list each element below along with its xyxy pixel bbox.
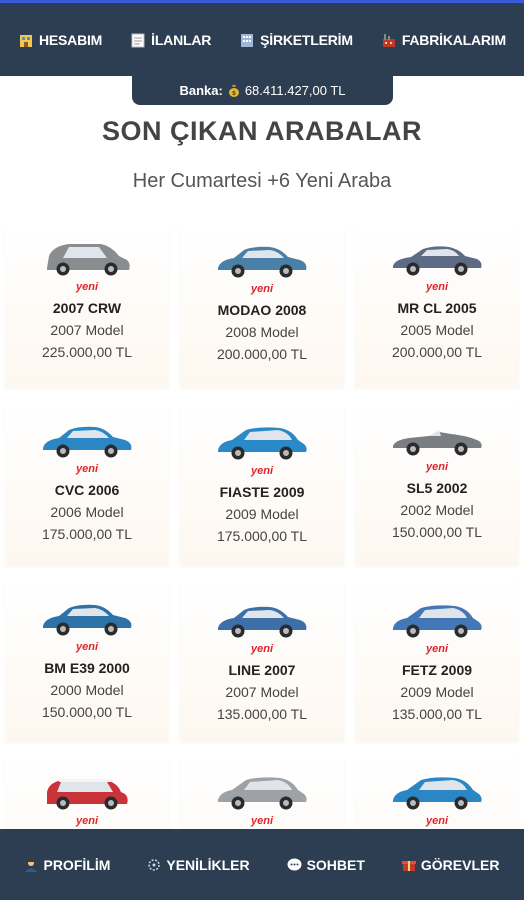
nav-gorevler[interactable]: GÖREVLER [401,856,500,873]
car-card[interactable]: yeni SL5 2002 2002 Model 150.000,00 TL [355,406,519,566]
new-badge: yeni [425,815,448,827]
car-image [218,777,307,810]
new-badge: yeni [75,463,98,475]
car-name: 2007 CRW [52,300,122,316]
car-name: FIASTE 2009 [219,484,305,500]
nav-yenilikler-label: YENİLİKLER [166,856,250,873]
new-badge: yeni [425,281,448,293]
car-image [43,604,132,636]
car-image [393,246,482,276]
nav-gorevler-label: GÖREVLER [420,856,500,873]
car-price: 150.000,00 TL [391,524,483,540]
nav-profilim-label: PROFİLİM [43,856,111,873]
car-price: 135.000,00 TL [391,706,483,722]
new-badge: yeni [425,461,448,473]
new-badge: yeni [75,281,98,293]
car-name: MR CL 2005 [397,300,477,316]
nav-sirketlerim-label: ŞİRKETLERİM [260,31,353,48]
nav-sohbet[interactable]: SOHBET [287,857,365,873]
car-model: 2008 Model [225,324,299,340]
bank-amount: 68.411.427,00 TL [244,82,346,98]
car-card[interactable]: yeni LINE 2007 2007 Model 135.000,00 TL [180,582,344,742]
car-name: LINE 2007 [228,662,296,678]
car-card[interactable]: yeni CVC 2006 2006 Model 175.000,00 TL [5,406,169,566]
car-image [393,605,482,638]
car-image [47,244,130,276]
nav-ilanlar[interactable]: İLANLAR [130,32,211,48]
nav-yenilikler[interactable]: YENİLİKLER [147,856,250,873]
car-price: 200.000,00 TL [216,346,308,362]
new-badge: yeni [250,643,273,655]
car-card[interactable]: yeni 2007 CRW 2007 Model 225.000,00 TL [5,228,169,388]
gift-icon [401,860,416,871]
car-name: SL5 2002 [406,480,468,496]
car-model: 2000 Model [50,682,124,698]
car-name: BM E39 2000 [44,660,130,676]
top-navigation: HESABIM İLANLAR ŞİRKETLERİM FABRİKALARIM [0,0,524,76]
car-name: FETZ 2009 [401,662,473,678]
car-model: 2009 Model [400,684,474,700]
car-model: 2007 Model [225,684,299,700]
factory-icon [382,33,395,47]
bottom-navigation: PROFİLİM YENİLİKLER SOHBET GÖREVLER [0,829,524,900]
car-price: 225.000,00 TL [41,344,133,360]
nav-hesabim[interactable]: HESABIM [18,32,102,48]
car-price: 200.000,00 TL [391,344,483,360]
car-card[interactable]: yeni MR CL 2005 2005 Model 200.000,00 TL [355,228,519,388]
bank-label: Banka: [179,82,223,98]
car-card[interactable]: yeni FETZ 2009 2009 Model 135.000,00 TL [355,582,519,742]
nav-fabrikalarim[interactable]: FABRİKALARIM [381,32,506,48]
car-price: 175.000,00 TL [216,528,308,544]
car-image [218,606,307,638]
nav-ilanlar-label: İLANLAR [151,31,212,48]
bank-balance: Banka: $ 68.411.427,00 TL [132,75,393,105]
nav-fabrikalarim-label: FABRİKALARIM [401,31,506,48]
nav-profilim[interactable]: PROFİLİM [24,857,110,873]
car-model: 2005 Model [400,322,474,338]
car-image [47,779,128,810]
money-bag-icon: $ [228,84,239,97]
car-model: 2009 Model [225,506,299,522]
car-model: 2006 Model [50,504,124,520]
sparkle-icon [148,858,161,871]
car-image [393,430,482,456]
car-card[interactable]: yeni MODAO 2008 2008 Model 200.000,00 TL [180,228,344,388]
nav-sohbet-label: SOHBET [306,856,365,873]
nav-hesabim-label: HESABIM [38,31,103,48]
building-icon [19,34,32,47]
new-badge: yeni [75,641,98,653]
car-model: 2007 Model [50,322,124,338]
car-price: 135.000,00 TL [216,706,308,722]
new-badge: yeni [250,465,273,477]
svg-text:$: $ [232,90,236,97]
page-title: SON ÇIKAN ARABALAR [102,116,422,146]
car-card[interactable]: yeni FIASTE 2009 2009 Model 175.000,00 TL [180,406,344,566]
car-name: CVC 2006 [54,482,120,498]
car-price: 175.000,00 TL [41,526,133,542]
new-badge: yeni [250,815,273,827]
car-image [393,777,482,810]
person-icon [25,859,38,872]
car-model: 2002 Model [400,502,474,518]
new-badge: yeni [425,643,448,655]
car-image [218,427,307,460]
new-badge: yeni [75,815,98,827]
nav-sirketlerim[interactable]: ŞİRKETLERİM [239,32,353,48]
new-badge: yeni [250,283,273,295]
car-image [218,246,307,278]
car-name: MODAO 2008 [217,302,307,318]
car-image [43,426,132,458]
car-price: 150.000,00 TL [41,704,133,720]
car-card[interactable]: yeni BM E39 2000 2000 Model 150.000,00 TL [5,582,169,742]
office-icon [241,33,254,47]
chat-icon [287,858,302,870]
listing-icon [131,33,145,47]
page-subtitle: Her Cumartesi +6 Yeni Araba [132,170,392,192]
